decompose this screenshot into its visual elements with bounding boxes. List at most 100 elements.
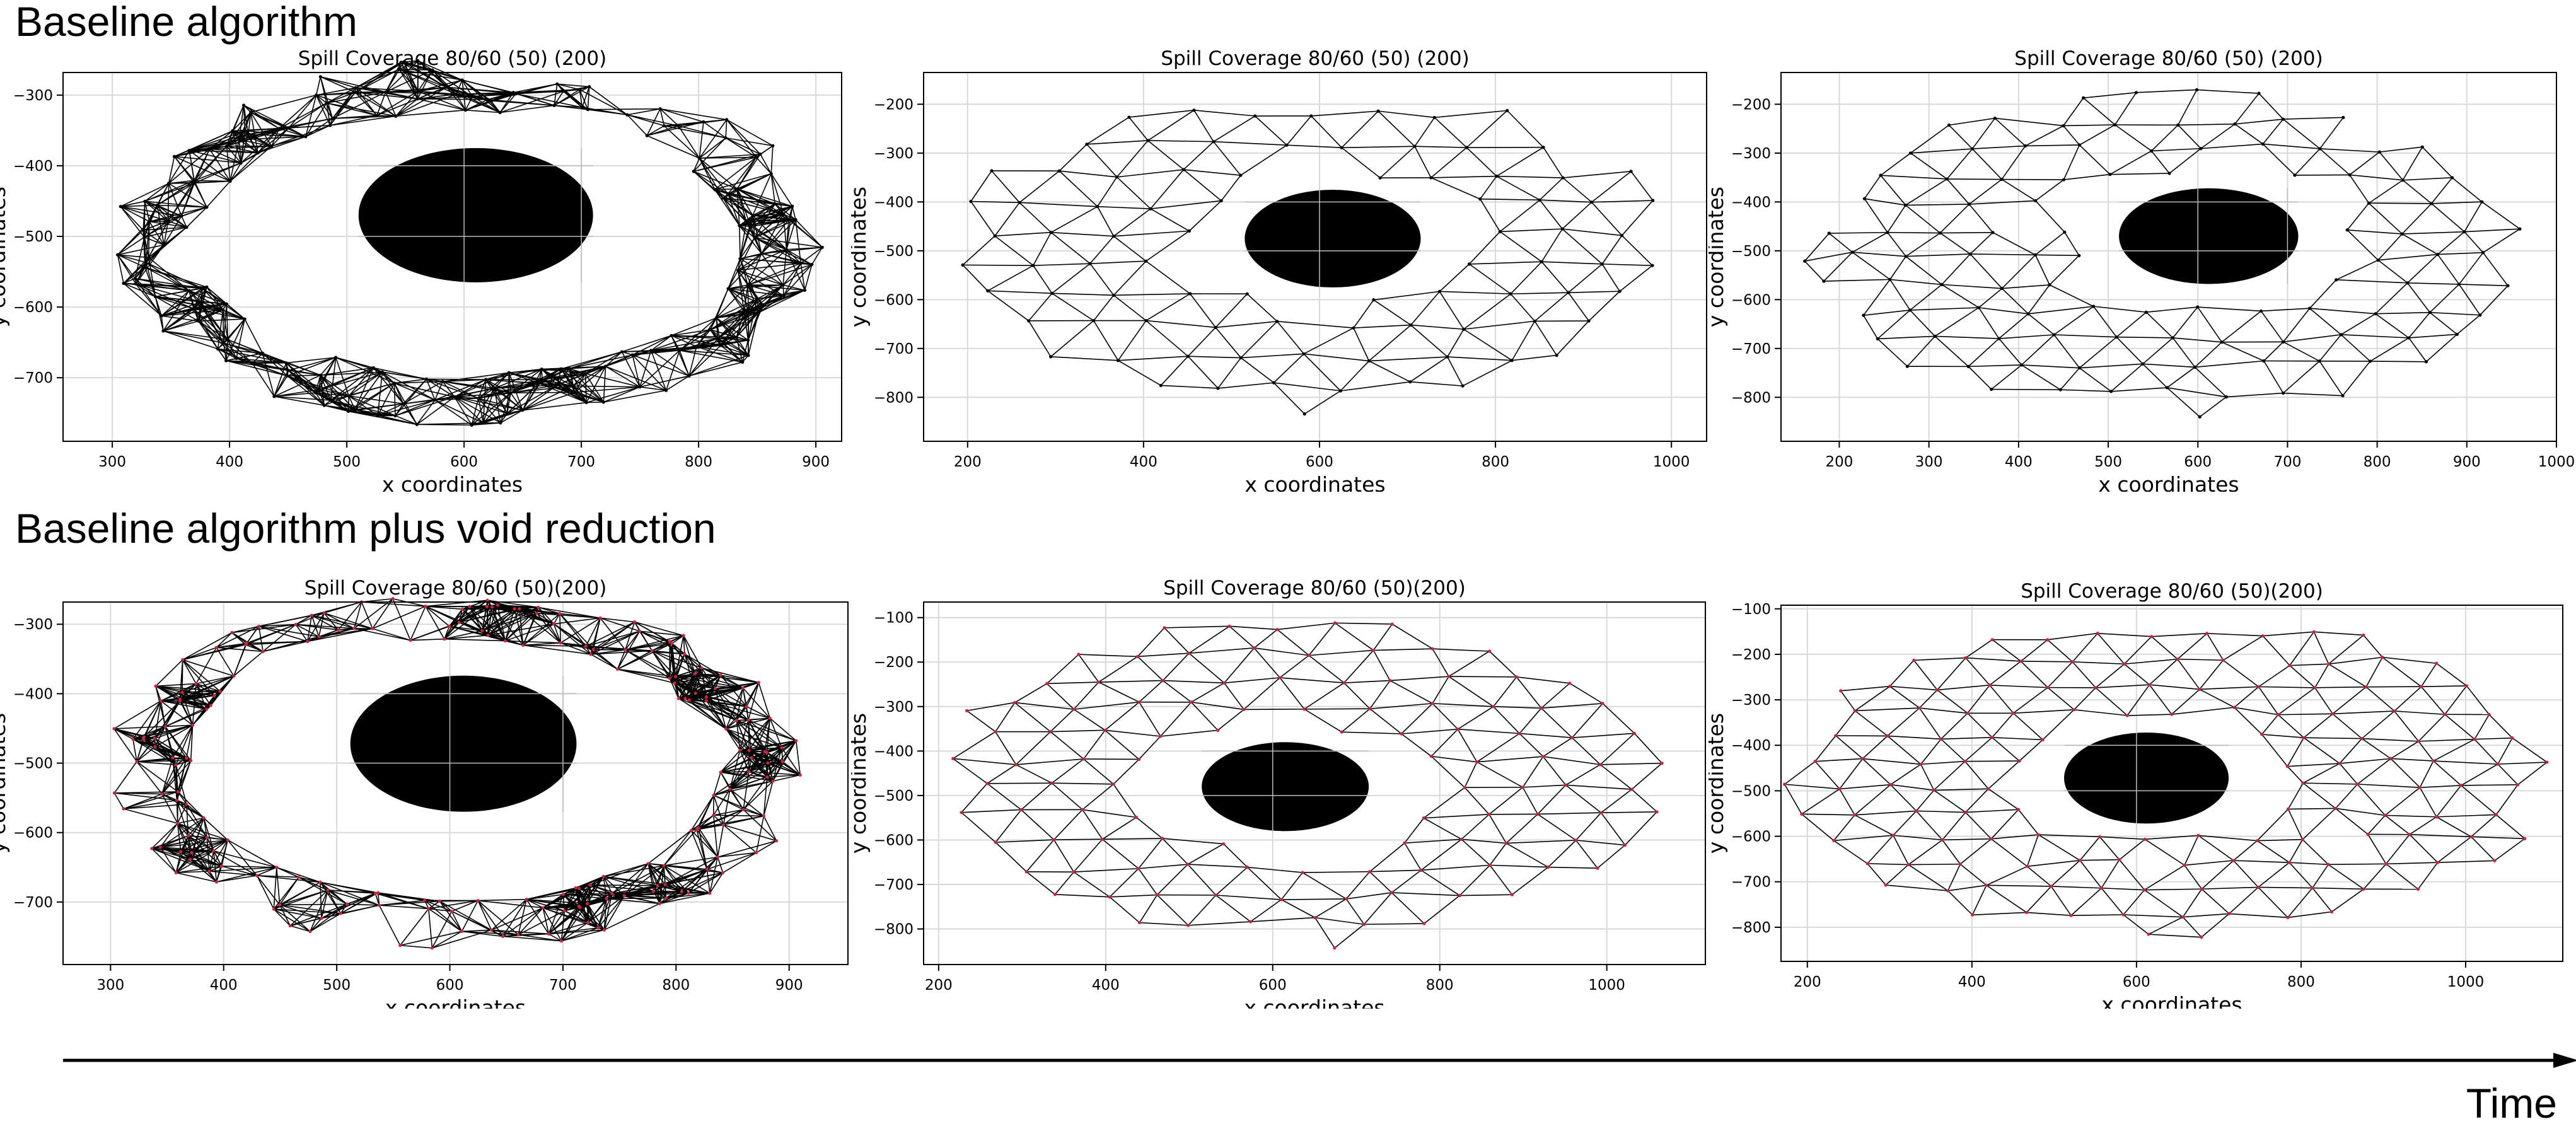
network-node (1839, 689, 1843, 693)
network-node (768, 716, 772, 720)
network-node (1050, 291, 1054, 295)
network-edge (2047, 632, 2098, 640)
network-edge (355, 87, 386, 93)
network-edge (1054, 871, 1074, 895)
network-edge (1965, 658, 1990, 686)
network-edge (2109, 173, 2170, 175)
network-edge (160, 839, 228, 848)
network-edge (2194, 342, 2222, 368)
network-edge (1016, 758, 1084, 765)
network-edge (740, 750, 750, 772)
network-edge (1510, 261, 1542, 294)
network-edge (1534, 292, 1569, 322)
network-edge (1373, 648, 1433, 651)
network-edge (142, 201, 146, 231)
network-edge (2391, 758, 2434, 762)
network-edge (176, 872, 217, 883)
y-tick-label: −200 (1731, 96, 1771, 113)
network-edge (1463, 328, 1512, 361)
network-node (1966, 364, 1970, 368)
network-edge (185, 725, 194, 758)
network-node (559, 367, 563, 371)
network-node (2367, 201, 2370, 205)
network-edge (2361, 710, 2395, 739)
network-edge (966, 710, 996, 733)
network-edge (669, 678, 680, 699)
network-edge (578, 906, 589, 923)
network-edge (1978, 307, 2029, 315)
network-edge (1420, 838, 1462, 871)
network-edge (443, 381, 511, 394)
network-node (712, 793, 716, 797)
network-edge (1986, 884, 2051, 887)
network-node (153, 745, 157, 749)
network-node (1587, 319, 1591, 323)
network-edge (2054, 334, 2117, 338)
network-edge (2341, 334, 2409, 339)
network-edge (742, 687, 770, 719)
network-edge (143, 226, 187, 231)
network-edge (377, 372, 383, 416)
network-edge (151, 848, 191, 860)
chart-svg: 200 300 400 500 600 700 800 900 1000−200−300−400… (1709, 47, 2575, 492)
network-edge (1146, 320, 1216, 328)
network-edge (356, 87, 419, 92)
network-edge (1280, 872, 1303, 900)
network-edge (740, 221, 747, 259)
network-edge (310, 918, 322, 932)
network-node (416, 59, 420, 63)
network-edge (1224, 647, 1255, 683)
network-edge (748, 717, 770, 751)
network-edge (1506, 840, 1576, 844)
network-edge (1602, 703, 1635, 734)
network-node (1137, 700, 1141, 704)
network-edge (330, 115, 396, 126)
network-node (415, 422, 419, 426)
network-edge (1601, 264, 1620, 292)
network-edge (1989, 661, 2022, 686)
network-edge (1519, 733, 1572, 739)
network-edge (190, 859, 222, 867)
y-tick-label: −600 (874, 832, 914, 849)
network-node (1459, 837, 1463, 841)
network-node (2406, 281, 2410, 285)
network-edge (144, 183, 170, 202)
network-edge (569, 368, 604, 403)
network-edge (587, 898, 607, 923)
network-edge (1369, 360, 1411, 383)
network-edge (962, 235, 995, 265)
network-edge (518, 907, 543, 936)
network-edge (2319, 334, 2341, 362)
network-node (1993, 116, 1997, 120)
network-edge (522, 384, 558, 411)
network-edge (2142, 363, 2167, 388)
network-edge (1303, 353, 1369, 362)
network-edge (190, 859, 217, 883)
network-edge (1947, 884, 1987, 891)
network-edge (684, 653, 721, 676)
network-edge (2260, 310, 2284, 342)
network-edge (726, 119, 757, 158)
network-edge (247, 640, 308, 644)
network-node (2143, 837, 2147, 841)
network-edge (2229, 886, 2259, 914)
y-tick-label: −200 (874, 96, 914, 113)
network-node (226, 838, 229, 842)
network-edge (553, 623, 561, 644)
network-edge (490, 100, 555, 107)
network-node (747, 748, 751, 752)
network-node (693, 691, 697, 695)
network-node (2464, 684, 2469, 688)
network-edge (726, 717, 770, 729)
network-edge (136, 283, 203, 289)
network-edge (189, 149, 241, 164)
network-edge (666, 375, 690, 391)
network-edge (1224, 682, 1244, 710)
network-edge (279, 904, 311, 932)
network-edge (1489, 843, 1507, 866)
network-edge (2222, 635, 2263, 661)
network-edge (2115, 124, 2152, 152)
network-node (1997, 337, 2001, 340)
network-edge (572, 373, 586, 386)
network-node (2443, 712, 2447, 716)
